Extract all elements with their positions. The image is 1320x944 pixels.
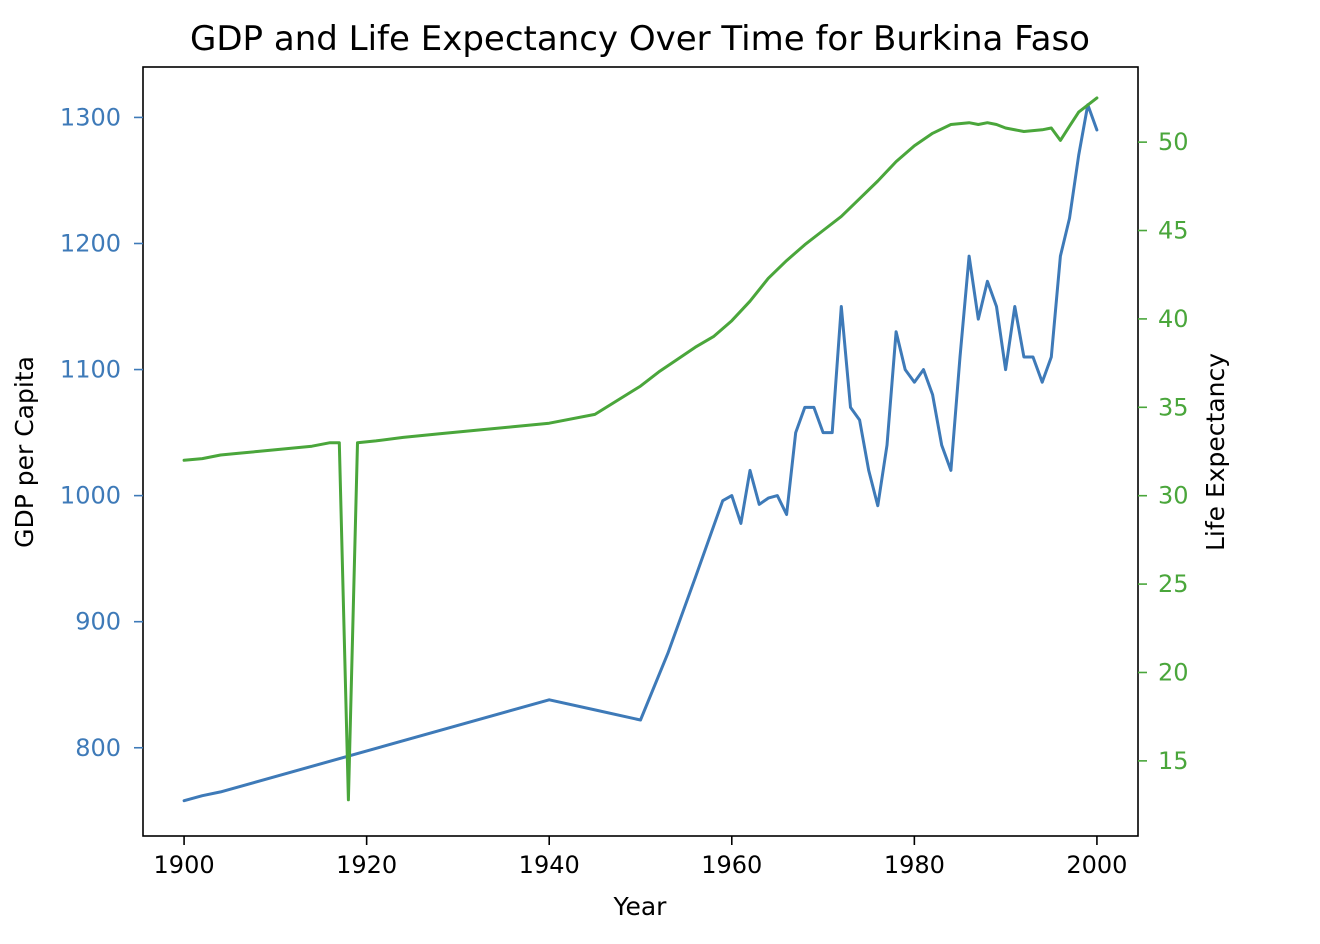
x-tick-label: 1920 bbox=[336, 851, 397, 879]
right-y-tick-label: 15 bbox=[1158, 747, 1189, 775]
left-y-tick-label: 1000 bbox=[60, 482, 121, 510]
right-y-axis: 15 20 25 30 35 40 45 50 bbox=[1138, 128, 1189, 775]
x-axis: 1900 1920 1940 1960 1980 2000 bbox=[154, 836, 1127, 879]
left-y-tick-label: 1100 bbox=[60, 356, 121, 384]
left-y-tick-label: 800 bbox=[75, 734, 121, 762]
right-y-tick-label: 30 bbox=[1158, 482, 1189, 510]
right-y-tick-label: 35 bbox=[1158, 393, 1189, 421]
left-y-tick-label: 1200 bbox=[60, 229, 121, 257]
left-y-tick-label: 900 bbox=[75, 608, 121, 636]
left-y-tick-label: 1300 bbox=[60, 103, 121, 131]
right-y-tick-label: 45 bbox=[1158, 217, 1189, 245]
left-y-axis: 800 900 1000 1100 1200 1300 bbox=[60, 103, 143, 762]
right-y-axis-label: Life Expectancy bbox=[1201, 353, 1230, 551]
x-tick-label: 1960 bbox=[701, 851, 762, 879]
x-axis-label: Year bbox=[613, 892, 668, 921]
axes-frame bbox=[142, 66, 1139, 837]
x-tick-label: 1980 bbox=[884, 851, 945, 879]
x-tick-label: 1900 bbox=[154, 851, 215, 879]
chart-title: GDP and Life Expectancy Over Time for Bu… bbox=[190, 19, 1090, 59]
gdp-series-line bbox=[182, 103, 1099, 803]
x-tick-label: 1940 bbox=[519, 851, 580, 879]
right-y-tick-label: 25 bbox=[1158, 570, 1189, 598]
life-expectancy-series-line bbox=[182, 96, 1099, 802]
right-y-tick-label: 20 bbox=[1158, 658, 1189, 686]
left-y-axis-label: GDP per Capita bbox=[10, 356, 39, 548]
right-y-tick-label: 50 bbox=[1158, 128, 1189, 156]
x-tick-label: 2000 bbox=[1066, 851, 1127, 879]
right-y-tick-label: 40 bbox=[1158, 305, 1189, 333]
plot-area bbox=[182, 96, 1099, 803]
